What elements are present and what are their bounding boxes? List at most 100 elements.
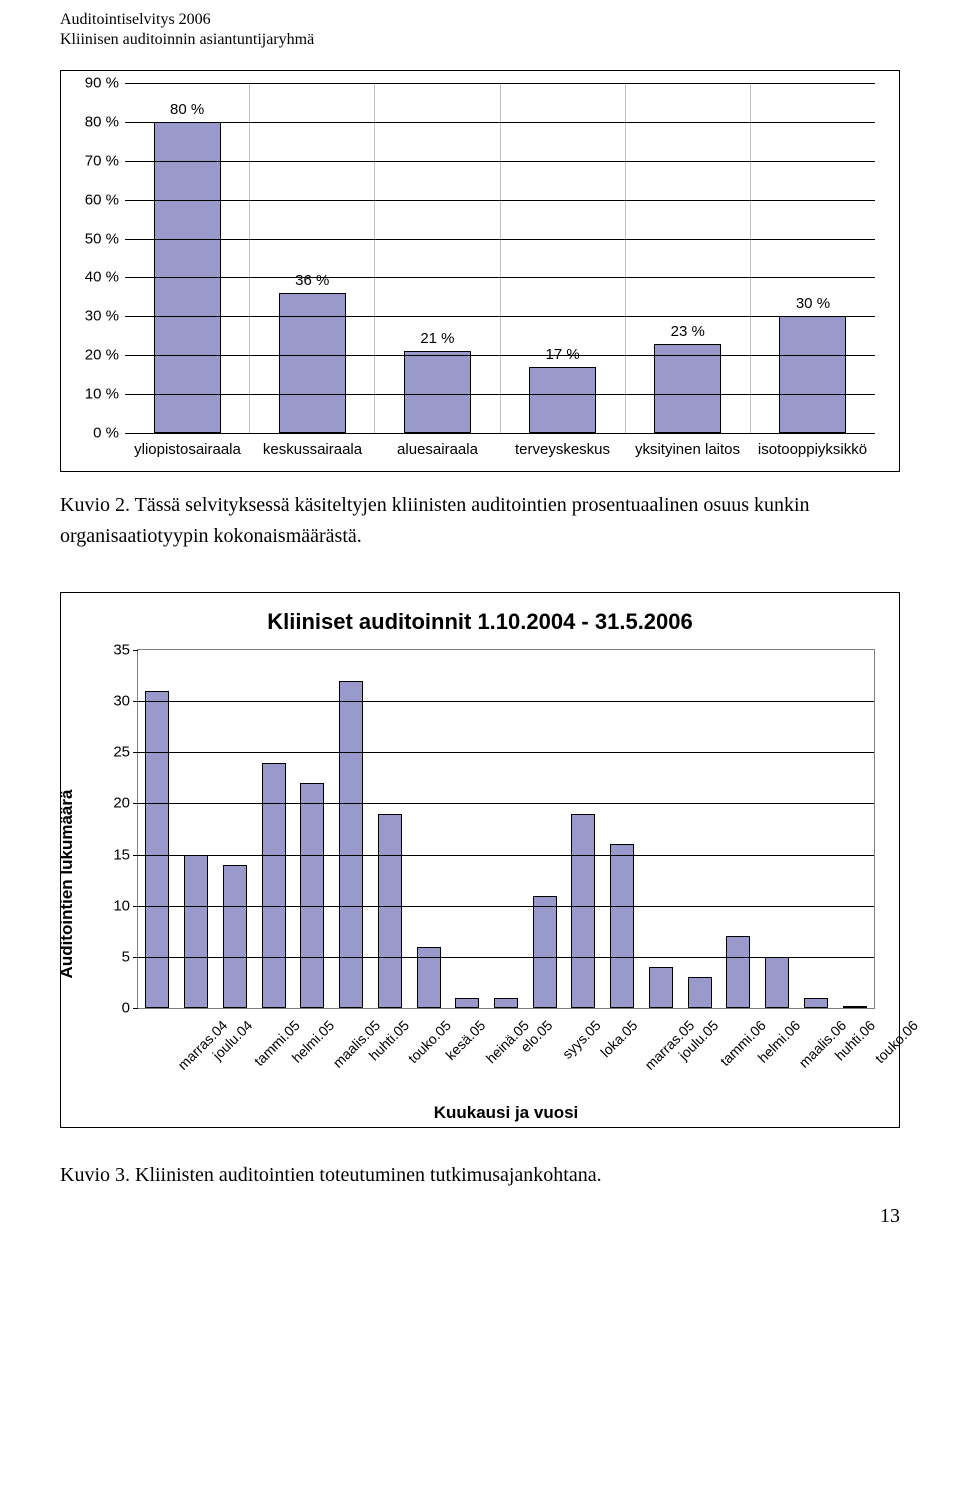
bar-slot	[758, 650, 797, 1008]
gridline	[138, 957, 874, 958]
bar-slot: 30 %	[751, 83, 875, 433]
doc-header: Auditointiselvitys 2006 Kliinisen audito…	[60, 10, 900, 50]
bar	[145, 691, 169, 1008]
bar-slot	[835, 650, 874, 1008]
y-tick-label: 20	[100, 795, 130, 812]
bar-value-label: 23 %	[626, 323, 750, 340]
chart2-title: Kliiniset auditoinnit 1.10.2004 - 31.5.2…	[75, 609, 885, 635]
gridline	[125, 83, 875, 84]
caption2-text: Kliinisten auditointien toteutuminen tut…	[135, 1164, 602, 1186]
x-category-label: terveyskeskus	[500, 437, 625, 463]
gridline	[125, 277, 875, 278]
y-tick-label: 10	[100, 897, 130, 914]
y-tick-mark	[133, 1008, 138, 1009]
bar-slot: 80 %	[125, 83, 250, 433]
caption2-prefix: Kuvio 3.	[60, 1164, 135, 1186]
bar	[688, 977, 712, 1008]
bar-slot	[138, 650, 177, 1008]
bar-slot	[215, 650, 254, 1008]
header-line-1: Auditointiselvitys 2006	[60, 10, 900, 30]
bar-slot	[680, 650, 719, 1008]
y-tick-mark	[133, 752, 138, 753]
gridline	[138, 803, 874, 804]
chart1-caption: Kuvio 2. Tässä selvityksessä käsiteltyje…	[60, 490, 900, 552]
bar	[529, 367, 596, 433]
bar-slot	[487, 650, 526, 1008]
bar-slot	[177, 650, 216, 1008]
gridline	[125, 239, 875, 240]
bar	[417, 947, 441, 1008]
gridline	[125, 122, 875, 123]
y-tick-mark	[133, 650, 138, 651]
gridline	[138, 752, 874, 753]
x-category-label: aluesairaala	[375, 437, 500, 463]
bar-slot	[719, 650, 758, 1008]
bar-value-label: 21 %	[375, 330, 499, 347]
bar-slot: 23 %	[626, 83, 751, 433]
bar	[649, 967, 673, 1008]
bar	[765, 957, 789, 1008]
bar-slot	[370, 650, 409, 1008]
chart2-xlabel: Kuukausi ja vuosi	[137, 1103, 875, 1123]
gridline	[125, 394, 875, 395]
y-tick-label: 15	[100, 846, 130, 863]
gridline	[138, 906, 874, 907]
gridline	[138, 701, 874, 702]
y-tick-label: 70 %	[75, 152, 119, 169]
bar-slot	[254, 650, 293, 1008]
bar-value-label: 80 %	[125, 101, 249, 118]
bar	[378, 814, 402, 1008]
y-tick-label: 0	[100, 1000, 130, 1017]
bar-slot	[796, 650, 835, 1008]
chart2-ylabel: Auditointien lukumäärä	[57, 790, 77, 979]
bar	[779, 316, 846, 433]
y-tick-mark	[133, 906, 138, 907]
bar	[262, 763, 286, 1008]
y-tick-label: 30 %	[75, 308, 119, 325]
bar-value-label: 36 %	[250, 272, 374, 289]
bar-slot	[525, 650, 564, 1008]
y-tick-label: 35	[100, 642, 130, 659]
page-number: 13	[60, 1205, 900, 1228]
bar-slot: 21 %	[375, 83, 500, 433]
chart2: Auditointien lukumäärä 05101520253035 ma…	[75, 649, 885, 1119]
y-tick-mark	[133, 957, 138, 958]
y-tick-label: 0 %	[75, 425, 119, 442]
bar-slot	[642, 650, 681, 1008]
x-category-label: keskussairaala	[250, 437, 375, 463]
bar-value-label: 30 %	[751, 295, 875, 312]
bar-slot	[409, 650, 448, 1008]
bar	[339, 681, 363, 1008]
bar	[404, 351, 471, 433]
chart2-container: Kliiniset auditoinnit 1.10.2004 - 31.5.2…	[60, 592, 900, 1128]
gridline	[138, 855, 874, 856]
bar-slot	[448, 650, 487, 1008]
y-tick-label: 90 %	[75, 75, 119, 92]
bar	[223, 865, 247, 1008]
header-line-2: Kliinisen auditoinnin asiantuntijaryhmä	[60, 30, 900, 50]
gridline	[125, 200, 875, 201]
bar-slot	[332, 650, 371, 1008]
bar-slot	[293, 650, 332, 1008]
bar	[300, 783, 324, 1008]
y-tick-label: 5	[100, 948, 130, 965]
gridline	[125, 316, 875, 317]
caption-text: Tässä selvityksessä käsiteltyjen kliinis…	[60, 494, 810, 547]
chart2-caption: Kuvio 3. Kliinisten auditointien toteutu…	[60, 1164, 900, 1187]
bar	[494, 998, 518, 1008]
bar	[610, 844, 634, 1008]
bar-slot	[603, 650, 642, 1008]
bar	[533, 896, 557, 1009]
chart1: 80 %36 %21 %17 %23 %30 % 0 %10 %20 %30 %…	[75, 83, 885, 463]
bar-slot	[564, 650, 603, 1008]
y-tick-mark	[133, 803, 138, 804]
bar	[184, 855, 208, 1008]
bar	[804, 998, 828, 1008]
y-tick-label: 25	[100, 744, 130, 761]
caption-prefix: Kuvio 2.	[60, 494, 135, 516]
y-tick-label: 40 %	[75, 269, 119, 286]
bar	[726, 936, 750, 1008]
gridline	[125, 161, 875, 162]
bar	[279, 293, 346, 433]
bar	[571, 814, 595, 1008]
